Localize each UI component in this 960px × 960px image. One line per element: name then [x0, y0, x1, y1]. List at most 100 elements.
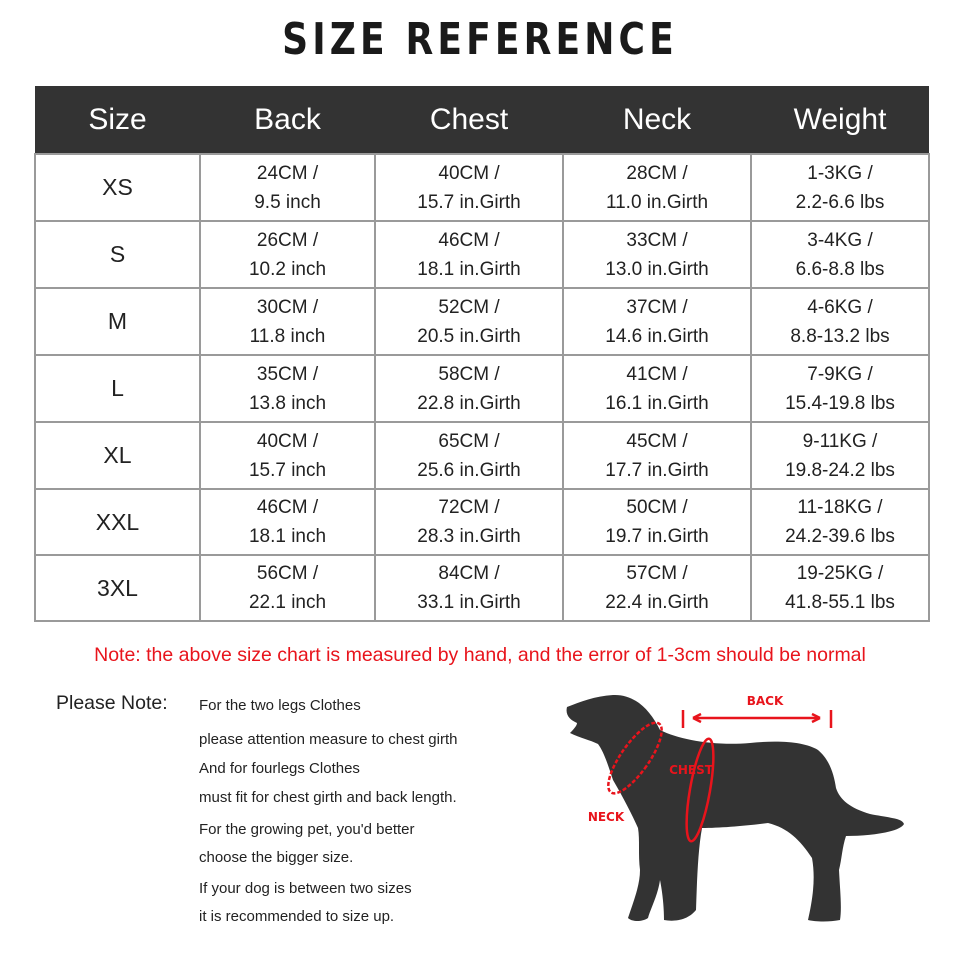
back-label: BACK [747, 694, 784, 708]
chest-label: CHEST [669, 763, 714, 777]
neck-cell: 45CM / 17.7 in.Girth [562, 421, 752, 490]
note-line: For the growing pet, you'd better [199, 821, 415, 838]
size-cell: XL [34, 421, 201, 490]
neck-imperial: 13.0 in.Girth [605, 258, 709, 280]
table-header: Size Back Chest Neck Weight [35, 86, 929, 154]
neck-metric: 50CM / [626, 497, 688, 518]
back-cell: 56CM / 22.1 inch [199, 554, 376, 622]
back-cell: 24CM / 9.5 inch [199, 153, 376, 222]
chest-cell: 40CM / 15.7 in.Girth [374, 153, 564, 222]
neck-cell: 41CM / 16.1 in.Girth [562, 354, 752, 423]
chest-metric: 84CM / [438, 563, 500, 584]
measurement-note: Note: the above size chart is measured b… [94, 644, 866, 666]
back-cell: 40CM / 15.7 inch [199, 421, 376, 490]
weight-metric: 4-6KG / [807, 296, 873, 318]
chest-imperial: 18.1 in.Girth [417, 258, 521, 280]
back-metric: 24CM / [256, 162, 319, 184]
weight-imperial: 24.2-39.6 lbs [785, 526, 895, 547]
chest-cell: 58CM / 22.8 in.Girth [374, 354, 564, 423]
size-cell: L [34, 354, 201, 423]
neck-metric: 45CM / [626, 430, 688, 452]
chest-cell: 52CM / 20.5 in.Girth [374, 287, 564, 356]
weight-metric: 9-11KG / [802, 430, 878, 452]
note-line: please attention measure to chest girth [199, 731, 458, 748]
chest-cell: 84CM / 33.1 in.Girth [374, 554, 564, 622]
chest-metric: 65CM / [438, 430, 500, 452]
chest-imperial: 20.5 in.Girth [417, 325, 521, 347]
chest-imperial: 28.3 in.Girth [417, 526, 521, 547]
weight-cell: 4-6KG / 8.8-13.2 lbs [750, 287, 930, 356]
table-row: XS 24CM / 9.5 inch 40CM / 15.7 in.Girth 28CM … [34, 153, 930, 222]
weight-metric: 1-3KG / [807, 162, 873, 184]
chest-metric: 52CM / [438, 296, 500, 318]
neck-metric: 57CM / [626, 563, 688, 584]
weight-cell: 3-4KG / 6.6-8.8 lbs [750, 220, 930, 289]
weight-cell: 9-11KG / 19.8-24.2 lbs [750, 421, 930, 490]
back-cell: 46CM / 18.1 inch [199, 488, 376, 556]
neck-metric: 41CM / [626, 363, 688, 385]
back-imperial: 13.8 inch [248, 392, 327, 414]
back-imperial: 15.7 inch [248, 459, 327, 481]
column-header: Back [200, 86, 375, 154]
chest-imperial: 25.6 in.Girth [417, 459, 521, 481]
weight-metric: 11-18KG / [797, 497, 883, 518]
weight-imperial: 2.2-6.6 lbs [795, 191, 885, 213]
weight-imperial: 6.6-8.8 lbs [795, 258, 885, 280]
weight-cell: 11-18KG / 24.2-39.6 lbs [750, 488, 930, 556]
neck-cell: 28CM / 11.0 in.Girth [562, 153, 752, 222]
back-imperial: 11.8 inch [249, 325, 326, 347]
weight-metric: 19-25KG / [796, 563, 884, 584]
chest-metric: 58CM / [438, 363, 500, 385]
table-row: M 30CM / 11.8 inch 52CM / 20.5 in.Girth 37CM … [34, 287, 930, 356]
note-line: choose the bigger size. [199, 849, 354, 866]
please-note-label: Please Note: [56, 692, 168, 714]
note-line: must fit for chest girth and back length… [199, 789, 457, 806]
neck-imperial: 11.0 in.Girth [605, 191, 709, 213]
chest-metric: 46CM / [438, 229, 500, 251]
back-metric: 30CM / [256, 296, 319, 318]
back-metric: 46CM / [256, 497, 319, 518]
back-metric: 56CM / [256, 563, 319, 584]
neck-imperial: 14.6 in.Girth [605, 325, 709, 347]
neck-cell: 37CM / 14.6 in.Girth [562, 287, 752, 356]
size-cell: XXL [34, 488, 201, 556]
chest-cell: 46CM / 18.1 in.Girth [374, 220, 564, 289]
measurement-marks [607, 710, 833, 843]
size-cell: S [34, 220, 201, 289]
size-table: Size Back Chest Neck Weight XS 24CM / 9.5 inch… [34, 86, 930, 622]
note-line: And for fourlegs Clothes [199, 760, 360, 777]
weight-imperial: 41.8-55.1 lbs [785, 592, 895, 613]
neck-imperial: 22.4 in.Girth [605, 592, 709, 613]
back-metric: 26CM / [256, 229, 319, 251]
dog-measurement-diagram: BACK CHEST NECK [566, 694, 904, 922]
table-row: L 35CM / 13.8 inch 58CM / 22.8 in.Girth 41CM … [34, 354, 930, 423]
neck-metric: 28CM / [626, 162, 688, 184]
neck-cell: 50CM / 19.7 in.Girth [562, 488, 752, 556]
back-cell: 26CM / 10.2 inch [199, 220, 376, 289]
back-cell: 30CM / 11.8 inch [199, 287, 376, 356]
neck-label: NECK [588, 810, 625, 824]
note-line: it is recommended to size up. [199, 908, 395, 925]
chest-cell: 72CM / 28.3 in.Girth [374, 488, 564, 556]
dog-silhouette [566, 694, 904, 922]
neck-metric: 37CM / [626, 296, 688, 318]
weight-cell: 19-25KG / 41.8-55.1 lbs [750, 554, 930, 622]
note-line: If your dog is between two sizes [199, 880, 412, 897]
column-header: Size [35, 86, 200, 154]
page-title: SIZE REFERENCE [282, 14, 678, 65]
back-imperial: 9.5 inch [254, 191, 321, 213]
chest-cell: 65CM / 25.6 in.Girth [374, 421, 564, 490]
weight-imperial: 19.8-24.2 lbs [785, 459, 895, 481]
back-metric: 40CM / [256, 430, 319, 452]
neck-imperial: 17.7 in.Girth [605, 459, 709, 481]
column-header: Neck [563, 86, 751, 154]
weight-metric: 7-9KG / [807, 363, 873, 385]
weight-cell: 1-3KG / 2.2-6.6 lbs [750, 153, 930, 222]
weight-imperial: 8.8-13.2 lbs [790, 325, 890, 347]
table-row: XL 40CM / 15.7 inch 65CM / 25.6 in.Girth 45CM… [34, 421, 930, 490]
weight-metric: 3-4KG / [807, 229, 873, 251]
neck-cell: 33CM / 13.0 in.Girth [562, 220, 752, 289]
chest-metric: 40CM / [438, 162, 500, 184]
chest-imperial: 22.8 in.Girth [417, 392, 521, 414]
